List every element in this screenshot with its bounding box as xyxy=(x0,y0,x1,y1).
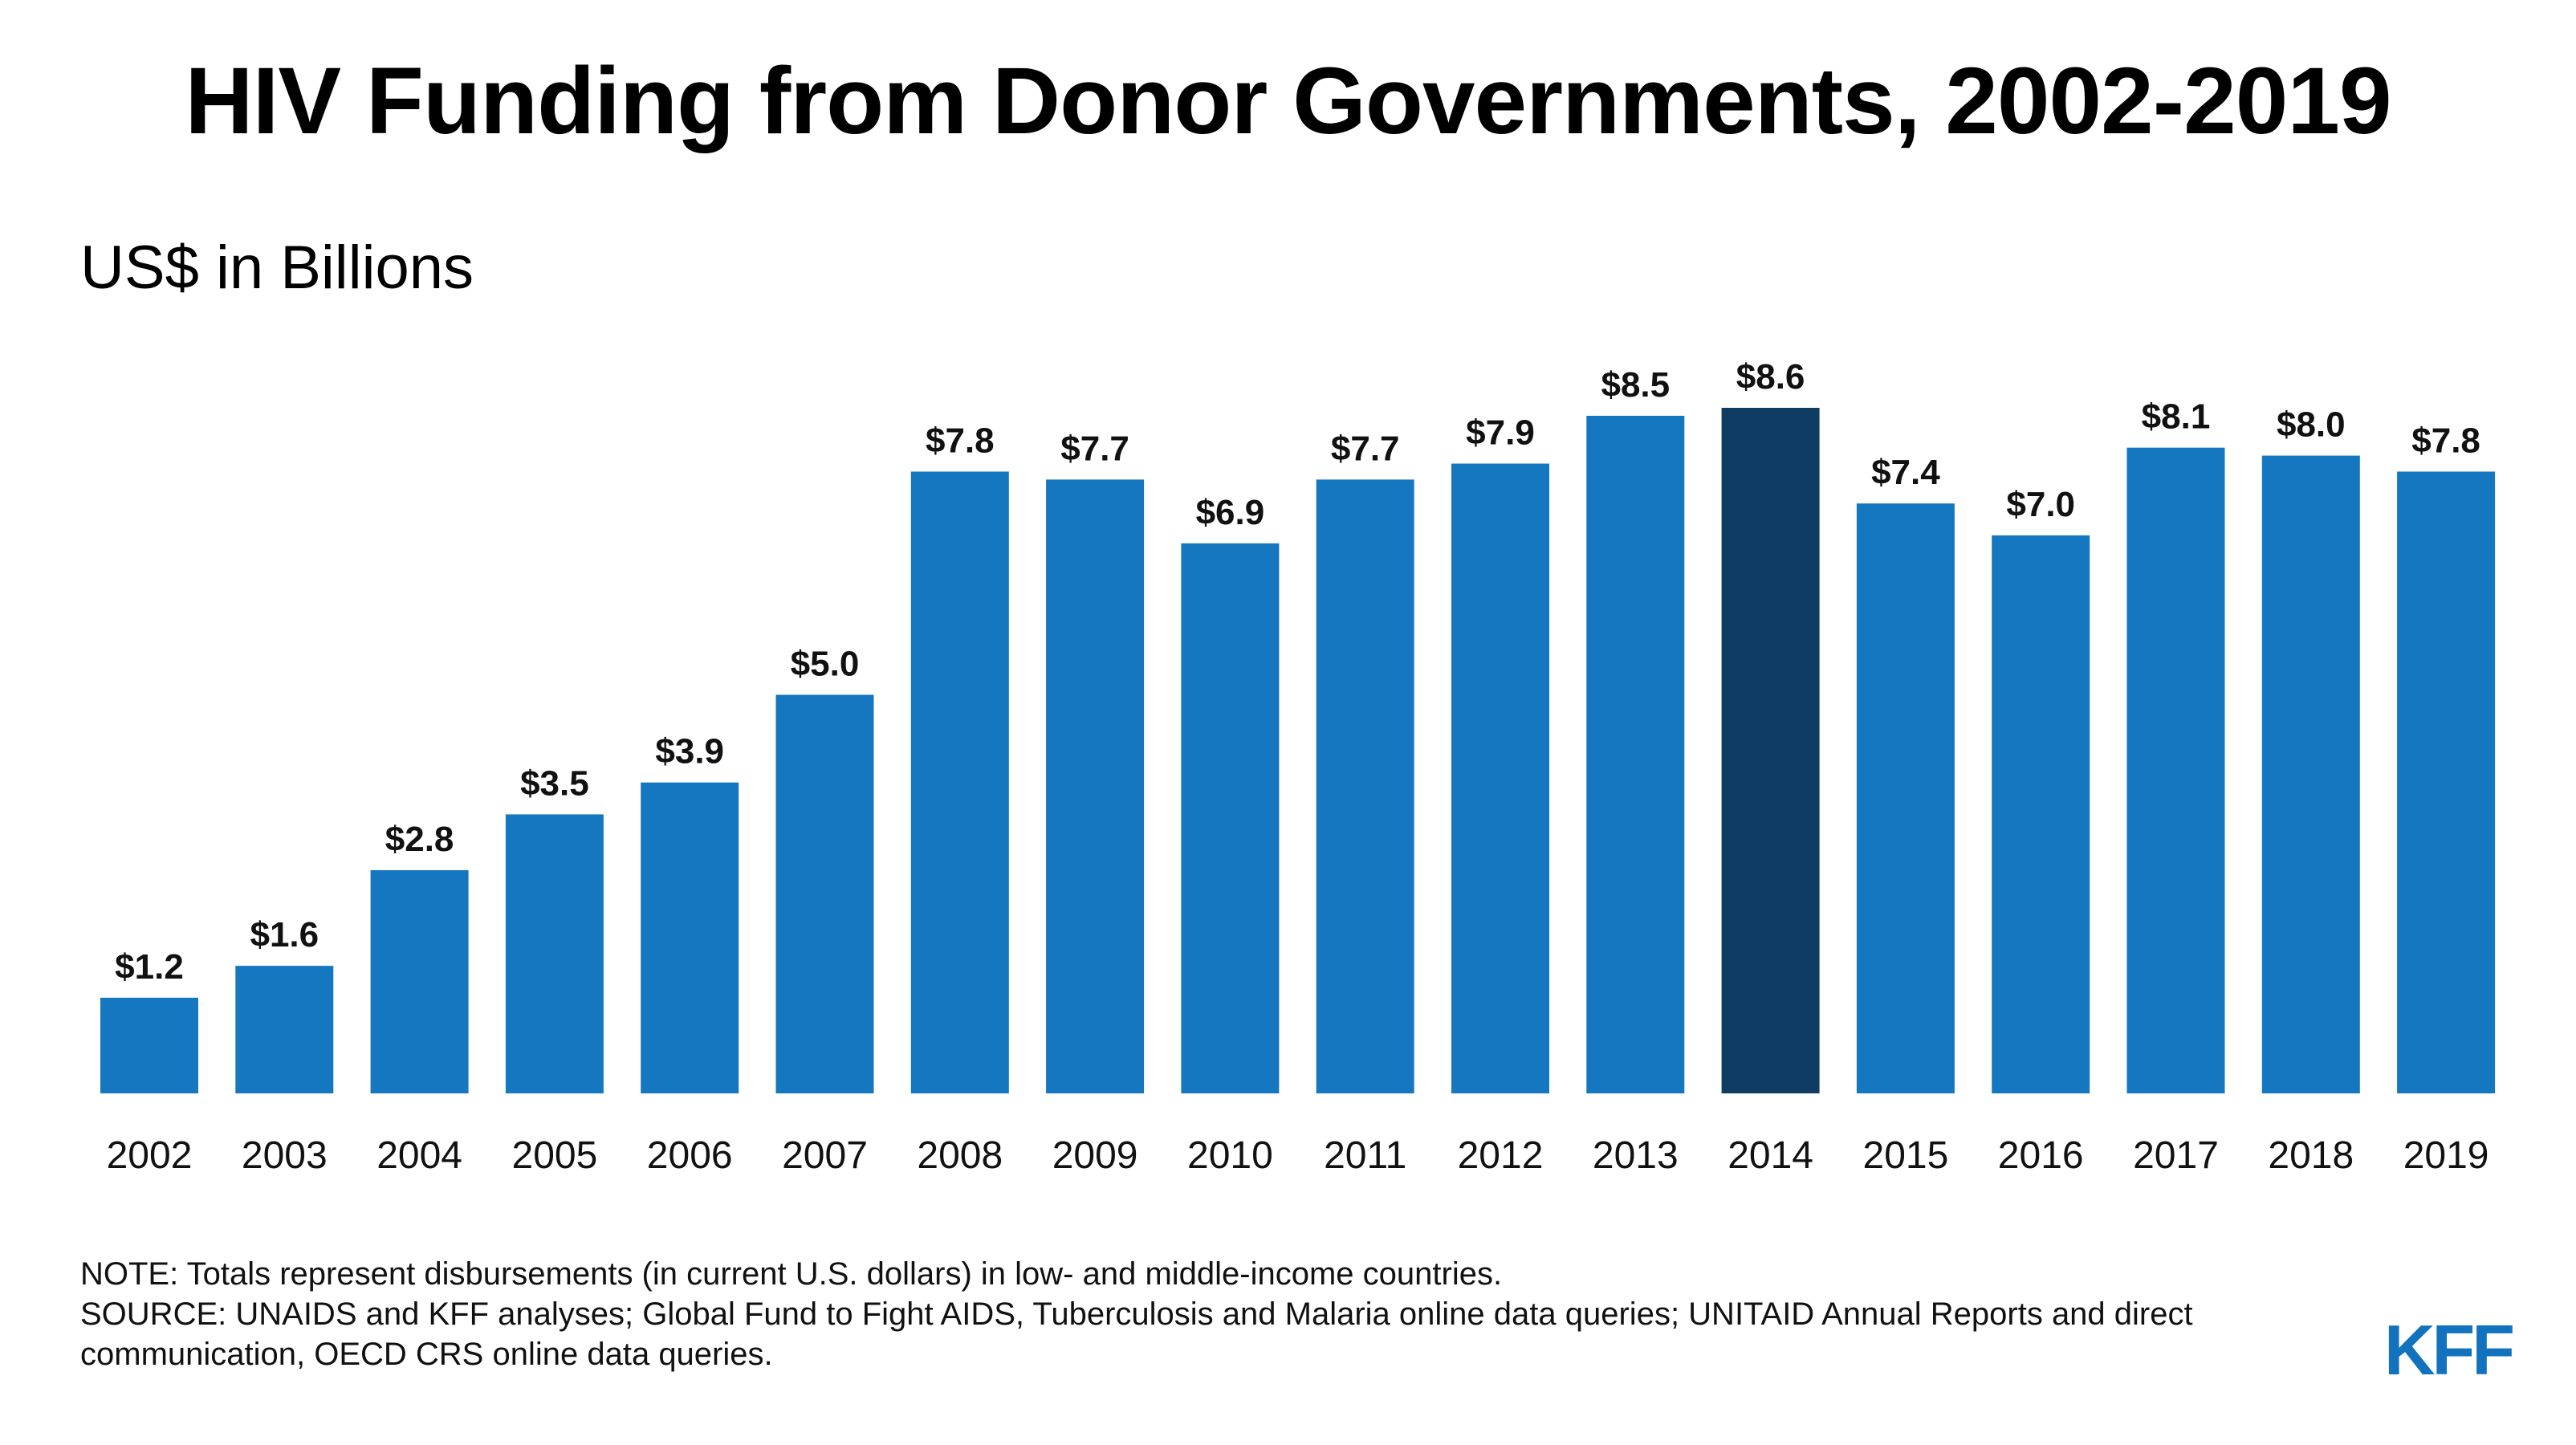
data-label-2019: $7.8 xyxy=(2411,421,2480,460)
x-tick-label-2017: 2017 xyxy=(2133,1134,2219,1177)
bar-2012 xyxy=(1451,463,1549,1093)
bar-2006 xyxy=(641,782,739,1093)
x-tick-label-2011: 2011 xyxy=(1324,1134,1406,1177)
x-tick-label-2014: 2014 xyxy=(1728,1134,1813,1177)
bar-chart: $1.2 2002 $1.6 2003 $2.8 2004 $3.5 2005 $3.9 2006… xyxy=(100,357,2496,1177)
x-tick-label-2007: 2007 xyxy=(782,1134,868,1177)
chart-subtitle: US$ in Billions xyxy=(80,234,474,302)
data-label-2013: $8.5 xyxy=(1601,365,1670,405)
data-label-2011: $7.7 xyxy=(1331,429,1400,468)
bar-2015 xyxy=(1856,503,1955,1093)
bar-2007 xyxy=(775,694,874,1093)
bar-2003 xyxy=(235,966,334,1093)
data-label-2010: $6.9 xyxy=(1196,493,1265,532)
x-tick-label-2018: 2018 xyxy=(2268,1134,2354,1177)
bar-2005 xyxy=(505,814,604,1093)
bar-2010 xyxy=(1181,543,1280,1093)
note-text: NOTE: Totals represent disbursements (in… xyxy=(80,1256,1503,1292)
data-label-2007: $5.0 xyxy=(791,644,860,683)
x-tick-label-2003: 2003 xyxy=(242,1134,328,1177)
data-label-2002: $1.2 xyxy=(115,947,184,987)
chart-title: HIV Funding from Donor Governments, 2002… xyxy=(185,48,2391,154)
bar-2013 xyxy=(1586,415,1685,1093)
data-label-2017: $8.1 xyxy=(2142,397,2211,437)
kff-logo: KFF xyxy=(2384,1310,2515,1390)
bar-2016 xyxy=(1992,535,2090,1093)
data-label-2005: $3.5 xyxy=(520,763,589,803)
bar-2018 xyxy=(2261,455,2360,1093)
x-tick-label-2015: 2015 xyxy=(1863,1134,1949,1177)
bar-2019 xyxy=(2397,471,2496,1093)
x-tick-label-2012: 2012 xyxy=(1458,1134,1544,1177)
x-tick-label-2002: 2002 xyxy=(107,1134,193,1177)
data-label-2004: $2.8 xyxy=(385,820,454,859)
footnotes: NOTE: Totals represent disbursements (in… xyxy=(80,1254,2376,1374)
bar-2011 xyxy=(1316,479,1414,1093)
bar-2008 xyxy=(910,471,1009,1093)
x-tick-label-2013: 2013 xyxy=(1593,1134,1679,1177)
data-label-2006: $3.9 xyxy=(655,732,724,771)
data-label-2016: $7.0 xyxy=(2006,485,2075,524)
source-text: SOURCE: UNAIDS and KFF analyses; Global … xyxy=(80,1296,2193,1372)
data-label-2003: $1.6 xyxy=(250,915,319,955)
data-label-2015: $7.4 xyxy=(1871,453,1940,492)
x-tick-label-2010: 2010 xyxy=(1187,1134,1273,1177)
bar-2002 xyxy=(100,997,198,1093)
x-tick-label-2008: 2008 xyxy=(917,1134,1003,1177)
x-tick-label-2009: 2009 xyxy=(1052,1134,1138,1177)
data-label-2008: $7.8 xyxy=(926,421,995,460)
x-tick-label-2019: 2019 xyxy=(2403,1134,2489,1177)
data-label-2018: $8.0 xyxy=(2277,405,2346,445)
bar-2014 xyxy=(1721,408,1820,1093)
data-label-2014: $8.6 xyxy=(1736,357,1805,397)
data-label-2012: $7.9 xyxy=(1466,413,1535,453)
bar-2017 xyxy=(2126,447,2225,1093)
data-label-2009: $7.7 xyxy=(1060,429,1129,468)
bar-2004 xyxy=(370,869,469,1093)
x-tick-label-2005: 2005 xyxy=(512,1134,598,1177)
bar-2009 xyxy=(1046,479,1145,1093)
x-tick-label-2016: 2016 xyxy=(1998,1134,2084,1177)
x-tick-label-2006: 2006 xyxy=(647,1134,733,1177)
x-tick-label-2004: 2004 xyxy=(376,1134,462,1177)
